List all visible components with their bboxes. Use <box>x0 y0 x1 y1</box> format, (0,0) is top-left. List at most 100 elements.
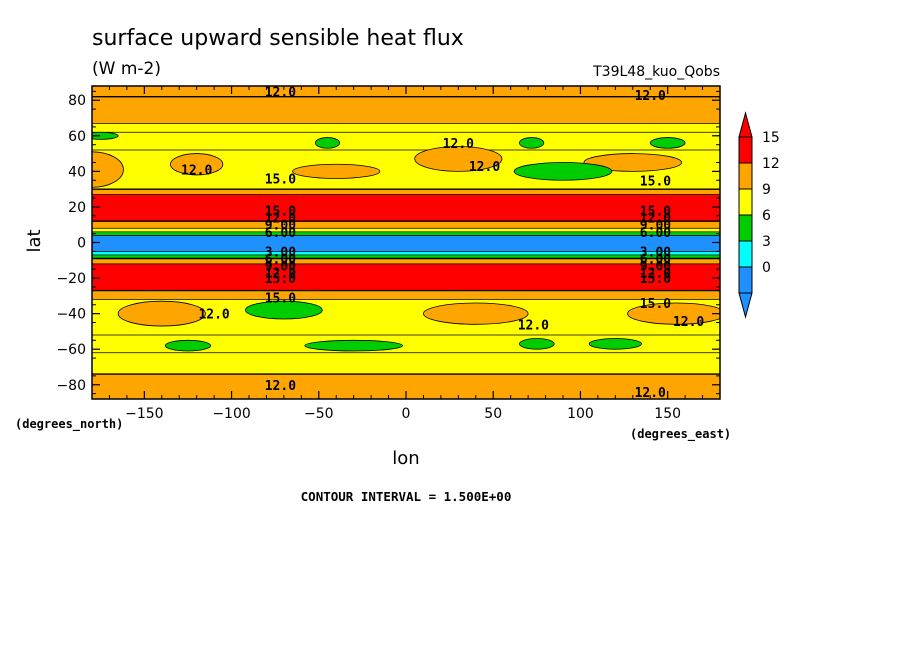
x-axis-title: lon <box>392 448 419 469</box>
contour-label: 12.0 <box>635 89 666 104</box>
colorbar-label: 9 <box>762 182 771 198</box>
contour-region <box>649 137 686 149</box>
contour-region <box>292 163 381 179</box>
contour-label: 9.00 <box>265 219 296 234</box>
contour-band <box>92 228 720 232</box>
y-axis-title: lat <box>24 229 45 252</box>
colorbar: 15 12 9 6 3 0 <box>738 111 780 319</box>
contour-band <box>92 189 720 195</box>
y-tick-label: 60 <box>68 129 86 145</box>
x-axis: −150 −100 −50 0 50 100 150 <box>108 86 704 422</box>
plot-area <box>92 86 720 399</box>
x-tick-label: 100 <box>567 406 594 422</box>
contour-band <box>92 352 720 375</box>
contour-region <box>170 153 224 176</box>
contour-label: 12.0 <box>518 318 549 333</box>
contour-region <box>518 137 545 149</box>
contour-band <box>92 334 720 353</box>
contour-region <box>627 302 720 325</box>
contour-label: 3.00 <box>640 245 671 260</box>
contour-label: 12.0 <box>673 315 704 330</box>
colorbar-swatch <box>738 136 753 164</box>
contour-label: 6.00 <box>640 226 671 241</box>
colorbar-label: 12 <box>762 156 780 172</box>
contour-label: 9.00 <box>640 219 671 234</box>
y-tick-label: −80 <box>56 378 86 394</box>
contour-label: 12.0 <box>265 85 296 100</box>
contour-region <box>117 300 206 327</box>
contour-band <box>92 258 720 264</box>
contour-band <box>92 231 720 236</box>
contour-band <box>92 96 720 124</box>
contour-label: 15.0 <box>640 204 671 219</box>
contour-interval-note: CONTOUR INTERVAL = 1.500E+00 <box>301 489 512 504</box>
contour-region <box>314 137 341 149</box>
contour-label: 6.00 <box>640 253 671 268</box>
contour-region <box>164 339 212 352</box>
contour-label: 15.0 <box>265 272 296 287</box>
units-label: (W m-2) <box>92 59 161 79</box>
contour-label: 12.0 <box>265 267 296 282</box>
contour-region <box>518 338 555 350</box>
contour-band <box>92 221 720 229</box>
contour-band <box>92 235 720 252</box>
colorbar-label: 6 <box>762 208 771 224</box>
contour-label: 3.00 <box>265 245 296 260</box>
y-units-label: (degrees_north) <box>15 417 123 432</box>
colorbar-swatch <box>738 162 753 190</box>
colorbar-label: 0 <box>762 260 771 276</box>
colorbar-label: 3 <box>762 234 771 250</box>
contour-band <box>92 263 720 291</box>
contour-label: 9.00 <box>265 260 296 275</box>
x-tick-label: −50 <box>304 406 334 422</box>
contour-label: 12.0 <box>469 160 500 175</box>
colorbar-swatch <box>738 266 753 294</box>
contour-label: 6.00 <box>265 253 296 268</box>
contour-label: 15.0 <box>640 174 671 189</box>
y-tick-label: 20 <box>68 200 86 216</box>
contour-band <box>92 194 720 222</box>
chart-title: surface upward sensible heat flux <box>92 26 464 51</box>
contour-label: 12.0 <box>640 267 671 282</box>
y-tick-label: −60 <box>56 342 86 358</box>
contour-region <box>92 131 119 140</box>
contour-label: 12.0 <box>198 308 229 323</box>
contour-label: 12.0 <box>635 386 666 401</box>
contour-region <box>588 338 642 350</box>
contour-band <box>92 123 720 133</box>
x-units-label: (degrees_east) <box>630 427 731 442</box>
y-tick-label: −40 <box>56 307 86 323</box>
contour-label: 15.0 <box>265 172 296 187</box>
colorbar-label: 15 <box>762 130 780 146</box>
colorbar-arrow-bottom <box>738 292 753 319</box>
contour-label: 12.0 <box>443 137 474 152</box>
colorbar-swatch <box>738 240 753 268</box>
y-tick-label: 80 <box>68 93 86 109</box>
y-axis: 80 60 40 20 0 −20 −40 −60 −80 <box>56 90 720 395</box>
contour-band <box>92 132 720 151</box>
contour-label: 12.0 <box>181 164 212 179</box>
contour-region <box>423 302 529 325</box>
contour-region <box>513 162 613 181</box>
contour-region <box>583 153 683 172</box>
x-tick-label: 50 <box>484 406 502 422</box>
colorbar-swatch <box>738 214 753 242</box>
y-tick-label: 0 <box>77 236 86 252</box>
contour-region <box>304 339 403 352</box>
colorbar-swatch <box>738 188 753 216</box>
contour-band <box>92 251 720 255</box>
contour-label: 12.0 <box>265 212 296 227</box>
x-tick-label: −100 <box>212 406 250 422</box>
x-tick-label: 150 <box>654 406 681 422</box>
y-tick-label: 40 <box>68 164 86 180</box>
contour-band <box>92 254 720 259</box>
contour-region <box>245 300 323 320</box>
contour-label: 12.0 <box>265 379 296 394</box>
contour-region <box>414 146 503 172</box>
run-label: T39L48_kuo_Qobs <box>592 64 720 80</box>
contour-label: 15.0 <box>640 297 671 312</box>
contour-label: 15.0 <box>265 204 296 219</box>
y-tick-label: −20 <box>56 271 86 287</box>
contour-label: 15.0 <box>265 292 296 307</box>
